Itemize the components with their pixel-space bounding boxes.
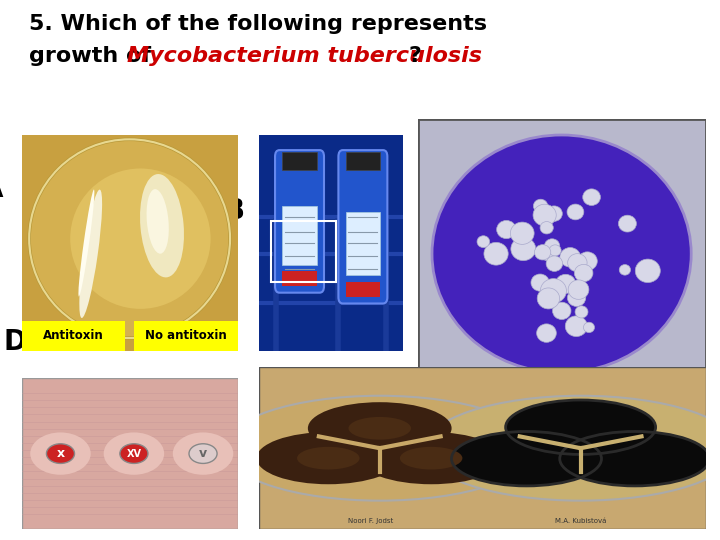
Bar [22,321,125,351]
Circle shape [635,259,660,282]
Ellipse shape [79,190,102,318]
Text: x: x [56,447,65,460]
Circle shape [541,247,556,261]
Circle shape [533,204,557,226]
Bar [346,282,380,297]
Text: Mycobacterium tuberculosis: Mycobacterium tuberculosis [127,46,482,66]
Ellipse shape [140,174,184,278]
Text: No antitoxin: No antitoxin [145,329,227,342]
Circle shape [541,279,567,303]
Circle shape [173,433,233,475]
Circle shape [484,242,508,265]
Text: C: C [421,146,441,174]
Circle shape [505,400,656,455]
Circle shape [567,204,584,220]
Circle shape [400,447,462,469]
Text: ?: ? [409,46,422,66]
Circle shape [559,431,710,486]
Circle shape [618,215,636,232]
Text: growth of: growth of [29,46,158,66]
Ellipse shape [147,189,168,254]
Circle shape [359,432,503,484]
Bar [346,152,380,170]
Bar [282,206,317,265]
Circle shape [256,432,400,484]
Text: B: B [224,197,245,225]
Circle shape [567,254,587,272]
Circle shape [534,199,548,213]
Bar [282,152,317,170]
Bar [134,321,238,351]
Circle shape [546,256,562,272]
Circle shape [451,431,601,486]
Circle shape [297,447,359,469]
FancyBboxPatch shape [338,150,387,303]
Circle shape [575,306,588,318]
Circle shape [534,245,551,260]
Circle shape [104,433,164,475]
Text: A: A [0,175,4,203]
Circle shape [497,220,516,239]
Circle shape [577,252,598,271]
Ellipse shape [29,139,230,338]
Text: XV: XV [127,449,141,458]
Circle shape [46,444,74,463]
Ellipse shape [432,135,691,373]
Bar [271,221,336,282]
Text: D: D [4,328,27,356]
Circle shape [574,258,593,274]
Circle shape [619,265,631,275]
Circle shape [575,265,593,282]
Ellipse shape [78,190,94,296]
Circle shape [582,189,600,205]
Circle shape [549,245,561,256]
Text: v: v [199,447,207,460]
Circle shape [531,274,549,291]
Bar [282,271,317,286]
Circle shape [510,222,534,245]
Circle shape [565,316,588,336]
Circle shape [308,402,451,454]
Circle shape [546,206,562,221]
Circle shape [583,322,595,333]
Circle shape [477,236,490,248]
Text: Noori F. Jodst: Noori F. Jodst [348,518,393,524]
Circle shape [544,239,559,253]
Circle shape [30,433,91,475]
Text: 5. Which of the following represents: 5. Which of the following represents [29,14,487,33]
FancyBboxPatch shape [275,150,324,293]
Text: E: E [263,318,282,346]
Circle shape [555,274,576,293]
Circle shape [537,288,559,309]
Circle shape [536,324,557,342]
Circle shape [540,221,553,234]
Ellipse shape [71,168,210,309]
Ellipse shape [424,396,720,501]
Circle shape [560,247,580,267]
Circle shape [552,302,571,320]
Bar [346,212,380,275]
Circle shape [189,444,217,463]
Ellipse shape [223,396,536,501]
Circle shape [120,444,148,463]
Text: Antitoxin: Antitoxin [43,329,104,342]
Circle shape [511,237,536,261]
Circle shape [348,417,411,440]
Circle shape [568,280,589,299]
Circle shape [567,289,586,306]
Text: M.A. Kubistová: M.A. Kubistová [555,518,606,524]
